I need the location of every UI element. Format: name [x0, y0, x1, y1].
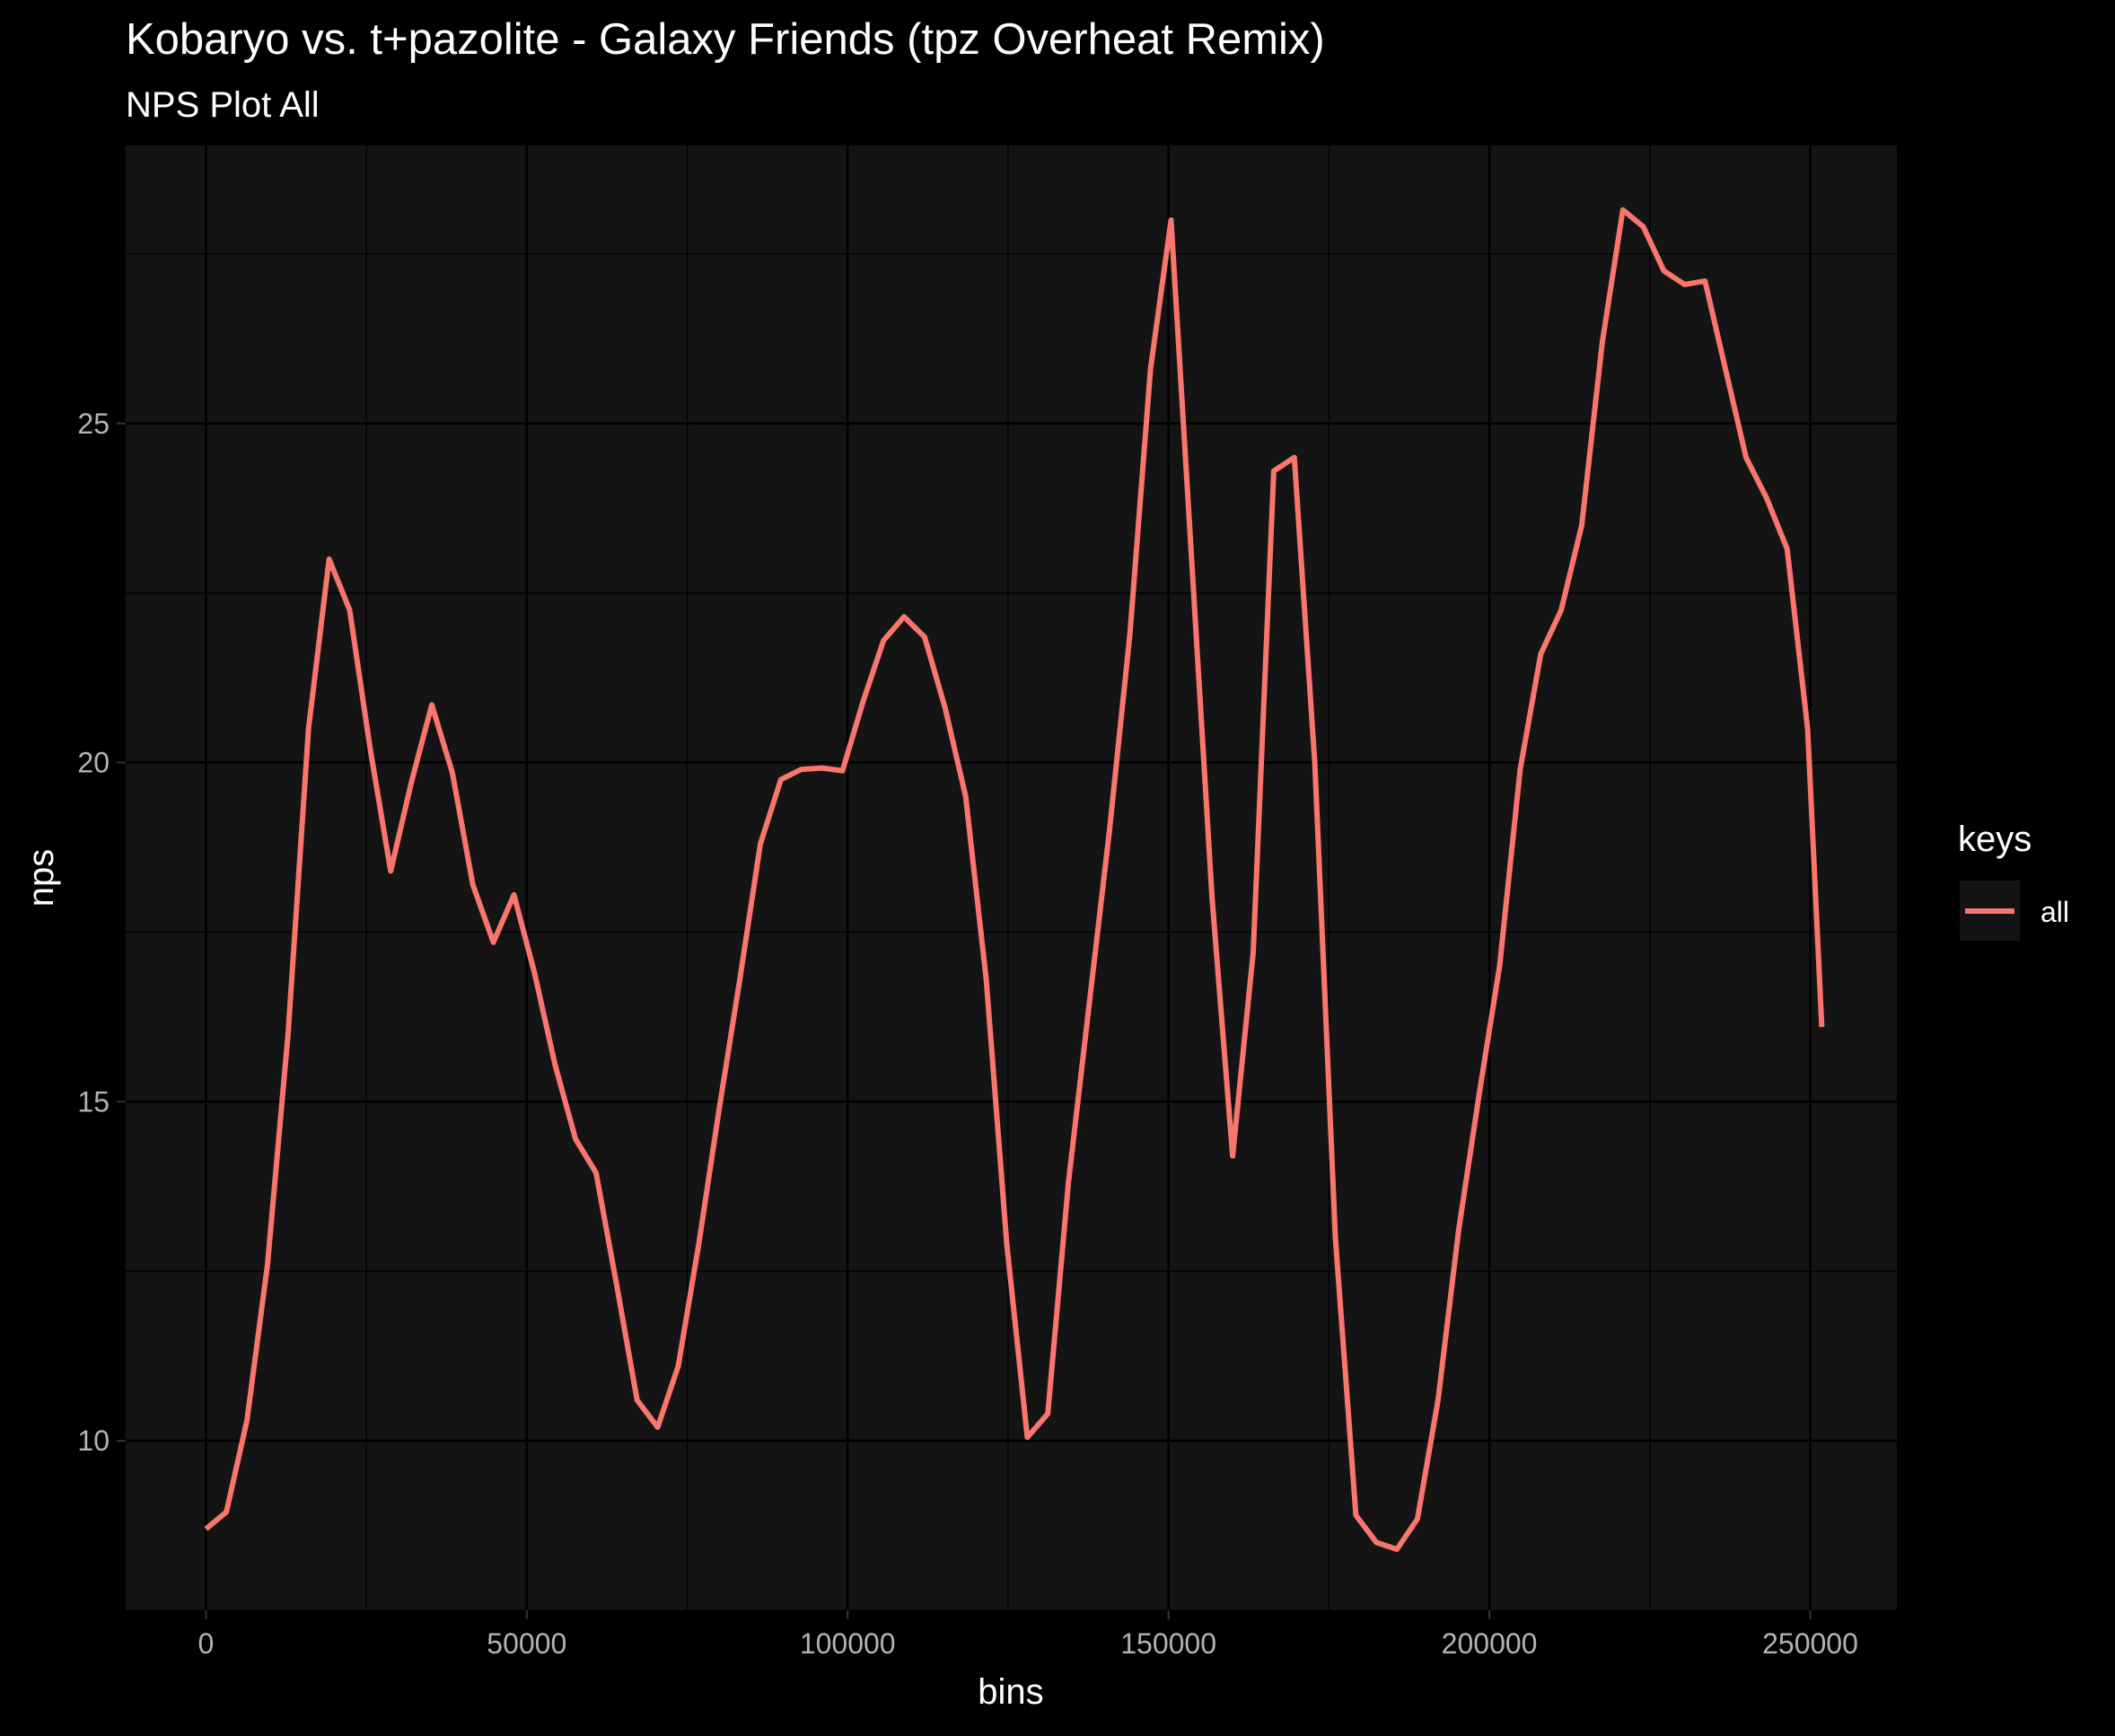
x-tick-label: 100000: [800, 1627, 896, 1660]
y-tick-label: 15: [77, 1085, 110, 1118]
x-axis: 0 50000 100000 150000 200000 250000: [197, 1610, 1858, 1660]
x-tick-label: 0: [197, 1627, 214, 1660]
y-tick-label: 25: [77, 408, 110, 440]
plot-panel: [126, 145, 1897, 1610]
chart-title: Kobaryo vs. t+pazolite - Galaxy Friends …: [126, 15, 1325, 64]
chart-subtitle: NPS Plot All: [126, 85, 320, 125]
x-axis-title: bins: [978, 1672, 1043, 1712]
x-tick-label: 150000: [1120, 1627, 1216, 1660]
y-tick-label: 20: [77, 747, 110, 779]
y-tick-label: 10: [77, 1425, 110, 1457]
x-tick-label: 250000: [1762, 1627, 1858, 1660]
legend-title: keys: [1958, 820, 2032, 859]
x-tick-label: 200000: [1442, 1627, 1538, 1660]
minor-gridlines: [126, 145, 1897, 1611]
legend: keys all: [1958, 820, 2069, 941]
major-gridlines: [126, 145, 1897, 1610]
series-line-all: [204, 206, 1825, 1552]
y-axis: 10 15 20 25: [77, 408, 126, 1457]
x-tick-label: 50000: [487, 1627, 566, 1660]
y-axis-title: nps: [22, 849, 61, 907]
legend-label-all: all: [2040, 896, 2069, 928]
series-layer: [204, 206, 1825, 1552]
